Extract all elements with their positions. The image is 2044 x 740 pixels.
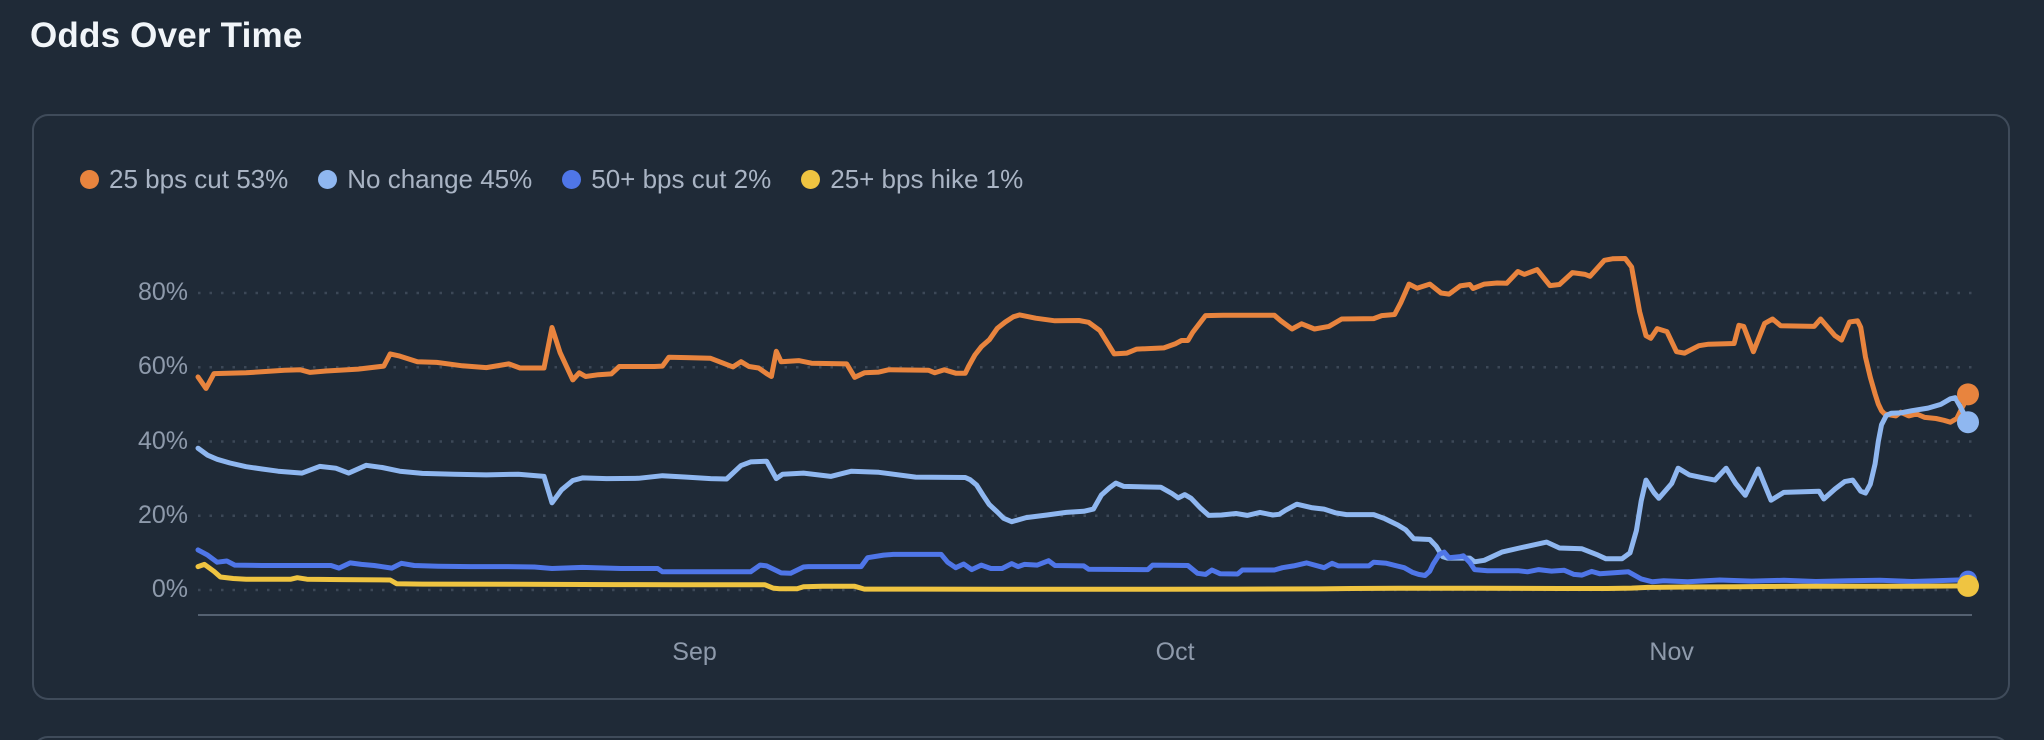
legend-dot-icon — [80, 170, 99, 189]
legend-item-no-change[interactable]: No change 45% — [318, 164, 532, 195]
legend-label: 25+ bps hike 1% — [830, 164, 1024, 194]
legend-item-50-bps-cut[interactable]: 50+ bps cut 2% — [562, 164, 771, 195]
legend-dot-icon — [801, 170, 821, 189]
next-card-top-edge — [32, 736, 2010, 740]
x-axis-tick-label: Oct — [1155, 638, 1195, 666]
x-axis-tick-label: Nov — [1649, 638, 1694, 666]
x-axis-tick-label: Sep — [672, 638, 717, 666]
odds-chart-card: 25 bps cut 53% No change 45% 50+ bps cut… — [32, 114, 2010, 700]
legend-label: 50+ bps cut 2% — [591, 164, 772, 194]
y-axis-tick-label: 40% — [137, 426, 188, 455]
legend-label: No change 45% — [347, 164, 533, 194]
legend-item-25-bps-cut[interactable]: 25 bps cut 53% — [80, 164, 288, 195]
y-axis-tick-label: 60% — [137, 352, 188, 381]
legend-dot-icon — [562, 170, 582, 189]
y-axis-tick-label: 0% — [151, 575, 188, 603]
y-axis-tick-label: 20% — [137, 500, 188, 529]
legend-label: 25 bps cut 53% — [109, 164, 289, 194]
y-axis-tick-label: 80% — [137, 278, 188, 306]
chart-legend: 25 bps cut 53% No change 45% 50+ bps cut… — [80, 164, 1023, 195]
legend-item-25-bps-hike[interactable]: 25+ bps hike 1% — [801, 164, 1023, 195]
page-title: Odds Over Time — [30, 16, 303, 55]
legend-dot-icon — [318, 170, 338, 189]
